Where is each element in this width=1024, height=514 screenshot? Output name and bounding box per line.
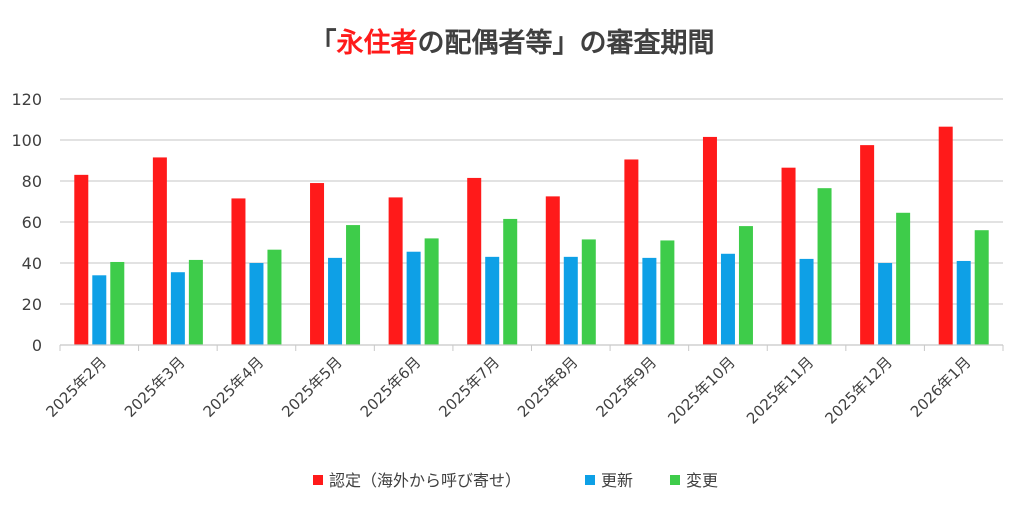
y-tick-label: 40 — [22, 254, 42, 273]
bars — [74, 126, 989, 345]
bar-2-10 — [896, 212, 911, 345]
title-part: の配偶者等」の審査期間 — [418, 27, 715, 59]
x-tick-label: 2025年7月 — [435, 353, 503, 421]
bar-1-2 — [249, 263, 264, 345]
bar-1-10 — [878, 263, 893, 345]
bar-2-0 — [110, 261, 125, 345]
bar-0-4 — [388, 197, 403, 345]
x-tick-label: 2025年10月 — [664, 353, 738, 427]
bar-2-3 — [346, 225, 361, 345]
bar-2-1 — [188, 259, 203, 345]
bar-1-9 — [799, 258, 814, 345]
bar-2-7 — [660, 240, 675, 345]
gridlines — [60, 98, 1003, 305]
bar-0-1 — [152, 157, 167, 345]
x-tick-label: 2025年11月 — [743, 353, 817, 427]
bar-2-6 — [581, 239, 596, 345]
y-tick-label: 0 — [32, 336, 42, 355]
bar-1-6 — [563, 256, 578, 345]
y-tick-label: 60 — [22, 213, 42, 232]
bar-1-11 — [956, 260, 971, 345]
bar-0-7 — [624, 159, 639, 345]
legend-label: 変更 — [686, 471, 718, 490]
y-tick-label: 80 — [22, 172, 42, 191]
bar-0-11 — [938, 126, 953, 345]
x-tick-label: 2025年6月 — [357, 353, 425, 421]
bar-1-5 — [485, 256, 500, 345]
x-tick-label: 2025年9月 — [593, 353, 661, 421]
bar-0-3 — [310, 183, 325, 345]
bar-0-0 — [74, 174, 89, 345]
bar-1-0 — [92, 275, 107, 345]
bar-2-2 — [267, 249, 282, 345]
x-tick-label: 2025年2月 — [42, 353, 110, 421]
bar-2-9 — [817, 188, 832, 345]
x-tick-label: 2026年1月 — [907, 353, 975, 421]
bar-0-6 — [545, 196, 560, 345]
bar-0-10 — [860, 145, 875, 345]
bar-0-2 — [231, 198, 246, 345]
bar-2-8 — [738, 226, 753, 345]
bar-2-4 — [424, 238, 439, 345]
bar-1-7 — [642, 257, 657, 345]
y-axis: 0 20 40 60 80 100 120 — [11, 90, 42, 355]
x-tick-label: 2025年8月 — [514, 353, 582, 421]
bar-1-1 — [170, 272, 185, 345]
bar-2-5 — [503, 218, 518, 345]
legend: 認定（海外から呼び寄せ） 更新 変更 — [313, 471, 718, 490]
bar-1-8 — [720, 253, 735, 345]
y-tick-label: 20 — [22, 295, 42, 314]
y-tick-label: 100 — [11, 131, 42, 150]
x-tick-label: 2025年4月 — [200, 353, 268, 421]
legend-swatch — [670, 475, 680, 485]
legend-swatch — [313, 475, 323, 485]
x-tick-label: 2025年12月 — [822, 353, 896, 427]
legend-label: 更新 — [601, 471, 633, 490]
y-tick-label: 120 — [11, 90, 42, 109]
title-part: 「 — [310, 27, 337, 59]
title-part: 永住者 — [336, 27, 418, 59]
x-tick-label: 2025年3月 — [121, 353, 189, 421]
bar-1-4 — [406, 251, 421, 345]
bar-0-9 — [781, 167, 796, 345]
x-tick-label: 2025年5月 — [278, 353, 346, 421]
x-axis: 2025年2月 2025年3月 2025年4月 2025年5月 2025年6月 2025年… — [42, 344, 1004, 428]
chart-title: 「永住者の配偶者等」の審査期間 — [310, 27, 715, 59]
legend-swatch — [585, 475, 595, 485]
bar-1-3 — [328, 257, 343, 345]
bar-2-11 — [974, 230, 989, 345]
bar-0-8 — [702, 136, 717, 345]
bar-0-5 — [467, 177, 482, 345]
legend-label: 認定（海外から呼び寄せ） — [329, 471, 521, 490]
